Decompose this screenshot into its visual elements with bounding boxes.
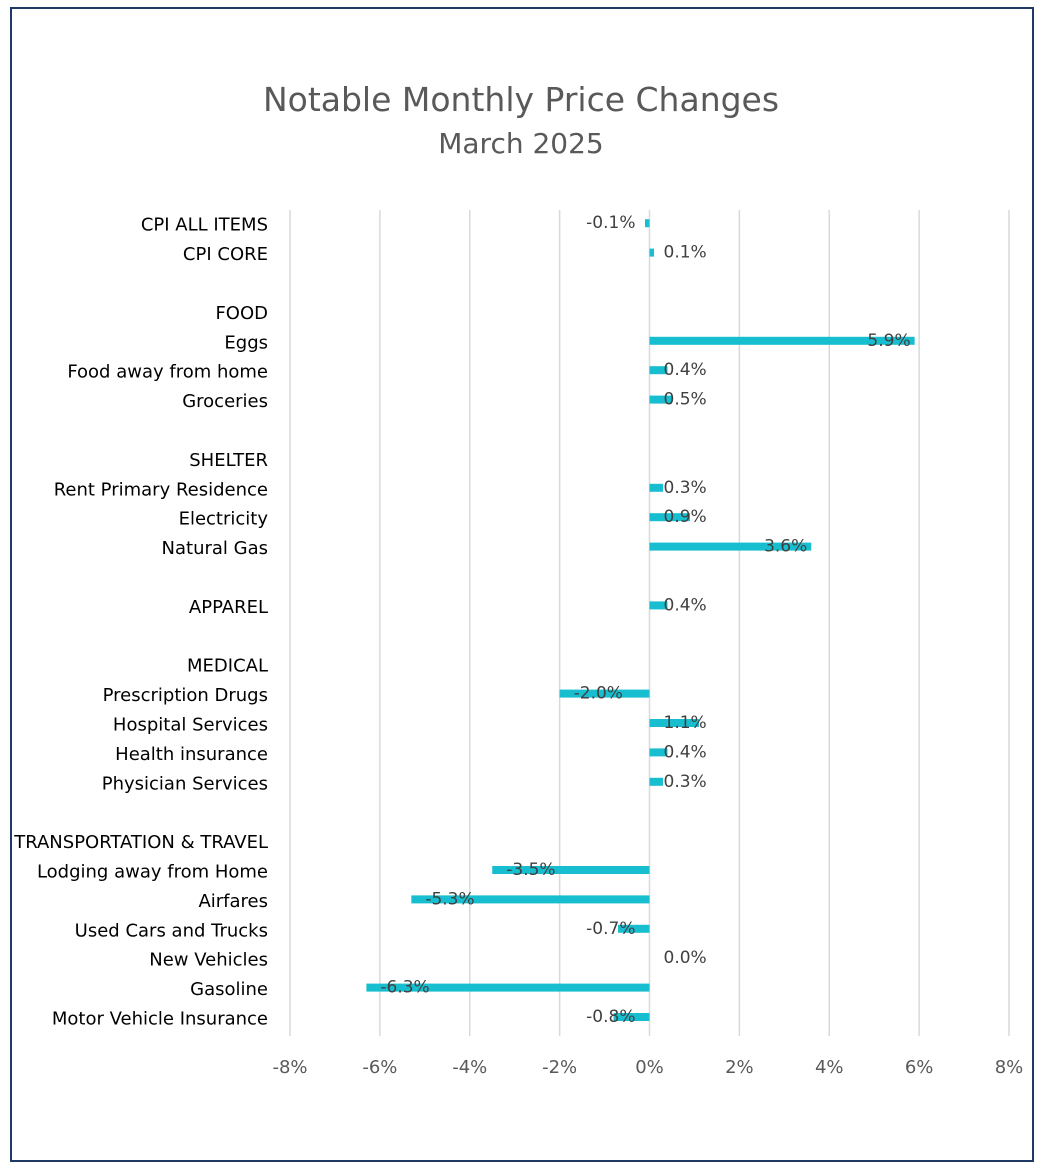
category-label: Airfares xyxy=(198,891,268,912)
data-label: 0.5% xyxy=(664,390,707,410)
bar xyxy=(649,483,663,492)
x-tick-label: -4% xyxy=(452,1057,487,1078)
data-label: -5.3% xyxy=(425,889,474,909)
chart-subtitle: March 2025 xyxy=(438,127,604,160)
category-label: Health insurance xyxy=(115,744,268,765)
bar xyxy=(649,395,672,404)
bar xyxy=(649,542,812,551)
category-label: APPAREL xyxy=(189,597,268,618)
category-label: Eggs xyxy=(224,332,268,353)
bar xyxy=(649,748,668,757)
category-label: Used Cars and Trucks xyxy=(75,920,268,941)
category-label: Physician Services xyxy=(102,773,268,794)
bar xyxy=(613,1013,650,1021)
data-label: -0.7% xyxy=(586,919,635,939)
bar xyxy=(649,336,915,345)
data-label: -0.8% xyxy=(586,1007,635,1027)
x-tick-label: 4% xyxy=(815,1057,844,1078)
data-labels: -0.1% 0.1% 5.9% 0.4% 0.5% 0.3% 0.9% 3.6% 0.4% -2.… xyxy=(380,213,910,1027)
category-label: FOOD xyxy=(215,303,268,324)
category-label: Gasoline xyxy=(190,979,268,1000)
bar xyxy=(645,219,650,228)
category-label: Electricity xyxy=(179,509,269,530)
category-label: CPI CORE xyxy=(183,244,268,265)
bar xyxy=(649,777,663,786)
x-tick-label: -6% xyxy=(362,1057,397,1078)
data-label: 0.0% xyxy=(664,948,707,968)
x-tick-label: -8% xyxy=(272,1057,307,1078)
category-label: New Vehicles xyxy=(149,950,268,971)
data-label: 1.1% xyxy=(664,713,707,733)
category-label: Groceries xyxy=(182,391,268,412)
data-label: 0.3% xyxy=(664,772,707,792)
bar xyxy=(649,513,690,522)
bar xyxy=(366,983,650,992)
bar xyxy=(559,689,650,698)
category-label: Hospital Services xyxy=(113,715,268,736)
chart-frame xyxy=(10,7,1034,1162)
bar xyxy=(649,366,668,375)
x-tick-labels: -8% -6% -4% -2% 0% 2% 4% 6% 8% xyxy=(272,1057,1023,1078)
data-label: 0.3% xyxy=(664,478,707,498)
bar xyxy=(649,719,699,727)
data-label: 3.6% xyxy=(764,537,807,557)
data-label: -2.0% xyxy=(574,684,623,704)
data-label: -0.1% xyxy=(586,213,635,233)
category-label: Motor Vehicle Insurance xyxy=(52,1009,268,1030)
data-label: 0.4% xyxy=(664,595,707,615)
x-tick-label: -2% xyxy=(542,1057,577,1078)
bar xyxy=(411,895,650,904)
data-label: 0.4% xyxy=(664,742,707,762)
category-label: Rent Primary Residence xyxy=(54,479,268,500)
category-label: TRANSPORTATION & TRAVEL xyxy=(13,832,268,853)
category-label: Prescription Drugs xyxy=(103,685,268,706)
data-label: 0.4% xyxy=(664,360,707,380)
data-label: 5.9% xyxy=(867,331,910,351)
x-tick-label: 8% xyxy=(995,1057,1024,1078)
data-label: -3.5% xyxy=(506,860,555,880)
bar xyxy=(618,924,650,933)
category-label: CPI ALL ITEMS xyxy=(141,215,268,236)
data-label: 0.1% xyxy=(664,243,707,263)
category-label: Natural Gas xyxy=(162,538,268,559)
category-label: Lodging away from Home xyxy=(37,862,268,883)
bar xyxy=(649,601,668,610)
category-label: SHELTER xyxy=(189,450,268,471)
x-tick-label: 0% xyxy=(635,1057,664,1078)
data-label: -6.3% xyxy=(380,978,429,998)
data-label: 0.9% xyxy=(664,507,707,527)
bar xyxy=(649,248,654,257)
category-label: Food away from home xyxy=(67,362,268,383)
category-labels: CPI ALL ITEMS CPI CORE FOOD Eggs Food away f… xyxy=(13,215,268,1030)
x-tick-label: 6% xyxy=(905,1057,934,1078)
bars xyxy=(366,219,915,1021)
x-tick-label: 2% xyxy=(725,1057,754,1078)
chart-title: Notable Monthly Price Changes xyxy=(262,80,780,119)
bar xyxy=(492,866,650,874)
category-label: MEDICAL xyxy=(187,656,268,677)
